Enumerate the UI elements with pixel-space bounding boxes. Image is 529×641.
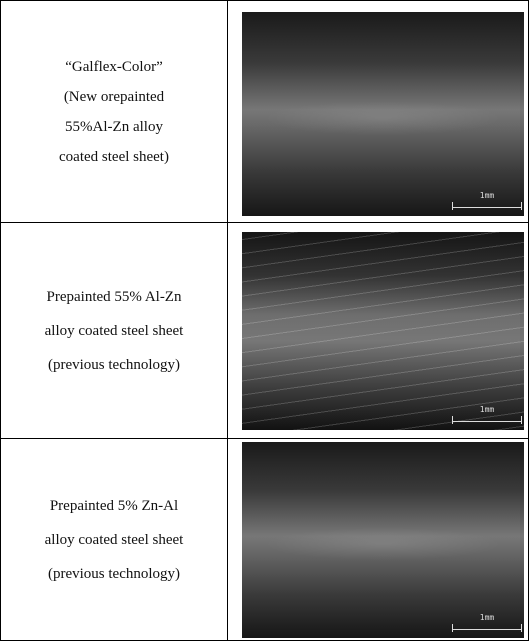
table-row: “Galflex-Color” (New orepainted 55%Al-Zn… [1, 1, 528, 223]
page: “Galflex-Color” (New orepainted 55%Al-Zn… [0, 0, 529, 641]
table: “Galflex-Color” (New orepainted 55%Al-Zn… [0, 0, 529, 641]
text-line: coated steel sheet) [59, 142, 169, 172]
micrograph: 1mm [242, 12, 524, 216]
description-cell: “Galflex-Color” (New orepainted 55%Al-Zn… [1, 1, 228, 222]
text-line: 55%Al-Zn alloy [65, 112, 163, 142]
scale-label: 1mm [452, 191, 522, 200]
text-line: Prepainted 5% Zn-Al [50, 489, 178, 523]
scale-bar: 1mm [452, 408, 522, 424]
scale-bar: 1mm [452, 616, 522, 632]
text-line: “Galflex-Color” [65, 52, 162, 82]
micrograph: 1mm [242, 442, 524, 638]
scale-bar: 1mm [452, 194, 522, 210]
micrograph: 1mm [242, 232, 524, 430]
text-line: (previous technology) [48, 348, 180, 382]
scale-label: 1mm [452, 613, 522, 622]
text-line: alloy coated steel sheet [45, 523, 184, 557]
text-line: Prepainted 55% Al-Zn [47, 280, 182, 314]
table-row: Prepainted 55% Al-Zn alloy coated steel … [1, 223, 528, 439]
description-cell: Prepainted 55% Al-Zn alloy coated steel … [1, 223, 228, 438]
text-line: (previous technology) [48, 557, 180, 591]
text-line: (New orepainted [64, 82, 164, 112]
description-cell: Prepainted 5% Zn-Al alloy coated steel s… [1, 439, 228, 640]
scale-label: 1mm [452, 405, 522, 414]
table-row: Prepainted 5% Zn-Al alloy coated steel s… [1, 439, 528, 640]
text-line: alloy coated steel sheet [45, 314, 184, 348]
